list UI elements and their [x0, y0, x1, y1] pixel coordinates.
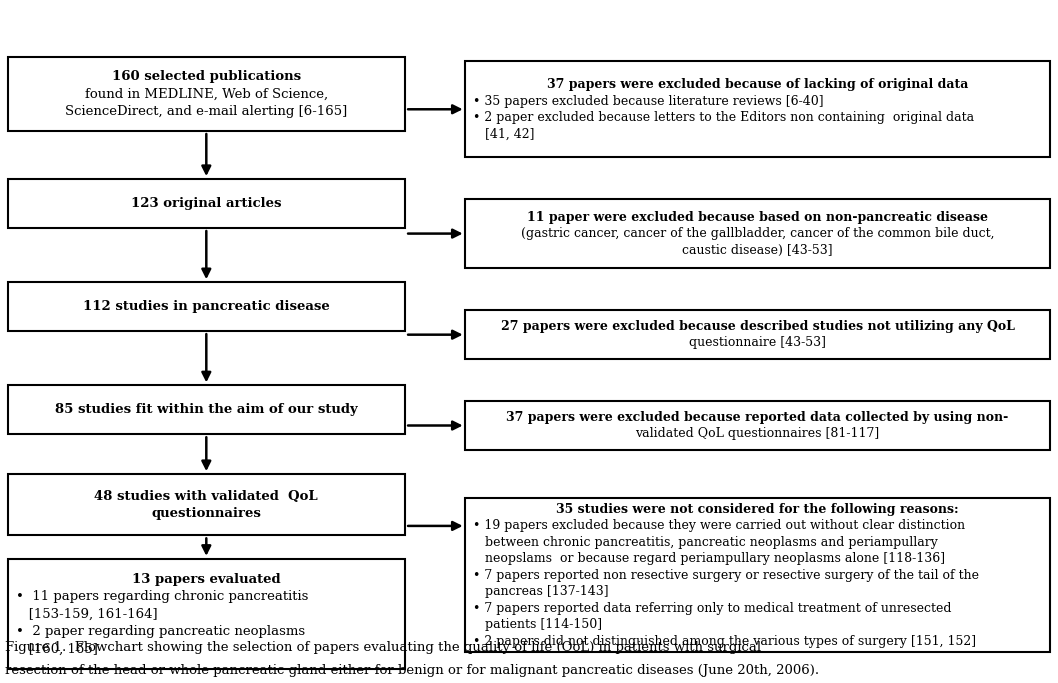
- Text: [153-159, 161-164]: [153-159, 161-164]: [17, 607, 158, 621]
- Bar: [464, 401, 1050, 450]
- Text: 27 papers were excluded because described studies not utilizing any QoL: 27 papers were excluded because describe…: [500, 320, 1015, 333]
- Text: found in MEDLINE, Web of Science,: found in MEDLINE, Web of Science,: [85, 87, 328, 101]
- Text: caustic disease) [43-53]: caustic disease) [43-53]: [682, 244, 833, 257]
- Text: • 2 papers did not distinguished among the various types of surgery [151, 152]: • 2 papers did not distinguished among t…: [473, 635, 977, 647]
- Bar: [464, 199, 1050, 268]
- Text: 13 papers evaluated: 13 papers evaluated: [132, 572, 280, 586]
- Text: 11 paper were excluded because based on non-pancreatic disease: 11 paper were excluded because based on …: [527, 210, 988, 223]
- Bar: [8, 57, 404, 131]
- Bar: [464, 498, 1050, 652]
- Text: ScienceDirect, and e-mail alerting [6-165]: ScienceDirect, and e-mail alerting [6-16…: [66, 105, 347, 118]
- Text: • 2 paper excluded because letters to the Editors non containing  original data: • 2 paper excluded because letters to th…: [473, 111, 974, 124]
- Bar: [8, 179, 404, 228]
- Text: • 19 papers excluded because they were carried out without clear distinction: • 19 papers excluded because they were c…: [473, 519, 966, 532]
- Text: resection of the head or whole pancreatic gland either for benign or for maligna: resection of the head or whole pancreati…: [5, 664, 819, 678]
- Text: Figure 1.  Flowchart showing the selection of papers evaluating the quality of l: Figure 1. Flowchart showing the selectio…: [5, 641, 762, 654]
- Text: 48 studies with validated  QoL: 48 studies with validated QoL: [94, 490, 318, 503]
- Text: 35 studies were not considered for the following reasons:: 35 studies were not considered for the f…: [557, 503, 959, 516]
- Text: questionnaires: questionnaires: [151, 507, 261, 520]
- Text: 85 studies fit within the aim of our study: 85 studies fit within the aim of our stu…: [55, 403, 358, 417]
- Text: •  2 paper regarding pancreatic neoplasms: • 2 paper regarding pancreatic neoplasms: [17, 625, 306, 638]
- Text: 160 selected publications: 160 selected publications: [112, 70, 300, 83]
- Bar: [464, 61, 1050, 157]
- Text: • 7 papers reported data referring only to medical treatment of unresected: • 7 papers reported data referring only …: [473, 602, 952, 615]
- Bar: [8, 282, 404, 331]
- Text: 123 original articles: 123 original articles: [131, 197, 281, 210]
- Text: 37 papers were excluded because of lacking of original data: 37 papers were excluded because of lacki…: [547, 78, 968, 91]
- Text: 112 studies in pancreatic disease: 112 studies in pancreatic disease: [83, 300, 330, 313]
- Text: • 35 papers excluded because literature reviews [6-40]: • 35 papers excluded because literature …: [473, 94, 824, 107]
- Bar: [8, 474, 404, 535]
- Text: patients [114-150]: patients [114-150]: [473, 618, 603, 631]
- Bar: [8, 385, 404, 434]
- Text: [160, 165]: [160, 165]: [17, 642, 98, 656]
- Bar: [8, 559, 404, 669]
- Text: •  11 papers regarding chronic pancreatitis: • 11 papers regarding chronic pancreatit…: [17, 590, 309, 603]
- Text: neopslams  or because regard periampullary neoplasms alone [118-136]: neopslams or because regard periampullar…: [473, 552, 946, 565]
- Text: questionnaire [43-53]: questionnaire [43-53]: [689, 337, 826, 350]
- Text: validated QoL questionnaires [81-117]: validated QoL questionnaires [81-117]: [636, 428, 879, 441]
- Text: 37 papers were excluded because reported data collected by using non-: 37 papers were excluded because reported…: [507, 410, 1008, 423]
- Text: (gastric cancer, cancer of the gallbladder, cancer of the common bile duct,: (gastric cancer, cancer of the gallbladd…: [521, 227, 995, 240]
- Bar: [464, 310, 1050, 359]
- Text: between chronic pancreatitis, pancreatic neoplasms and periampullary: between chronic pancreatitis, pancreatic…: [473, 535, 938, 548]
- Text: pancreas [137-143]: pancreas [137-143]: [473, 585, 609, 598]
- Text: • 7 papers reported non resective surgery or resective surgery of the tail of th: • 7 papers reported non resective surger…: [473, 568, 980, 582]
- Text: [41, 42]: [41, 42]: [473, 128, 535, 141]
